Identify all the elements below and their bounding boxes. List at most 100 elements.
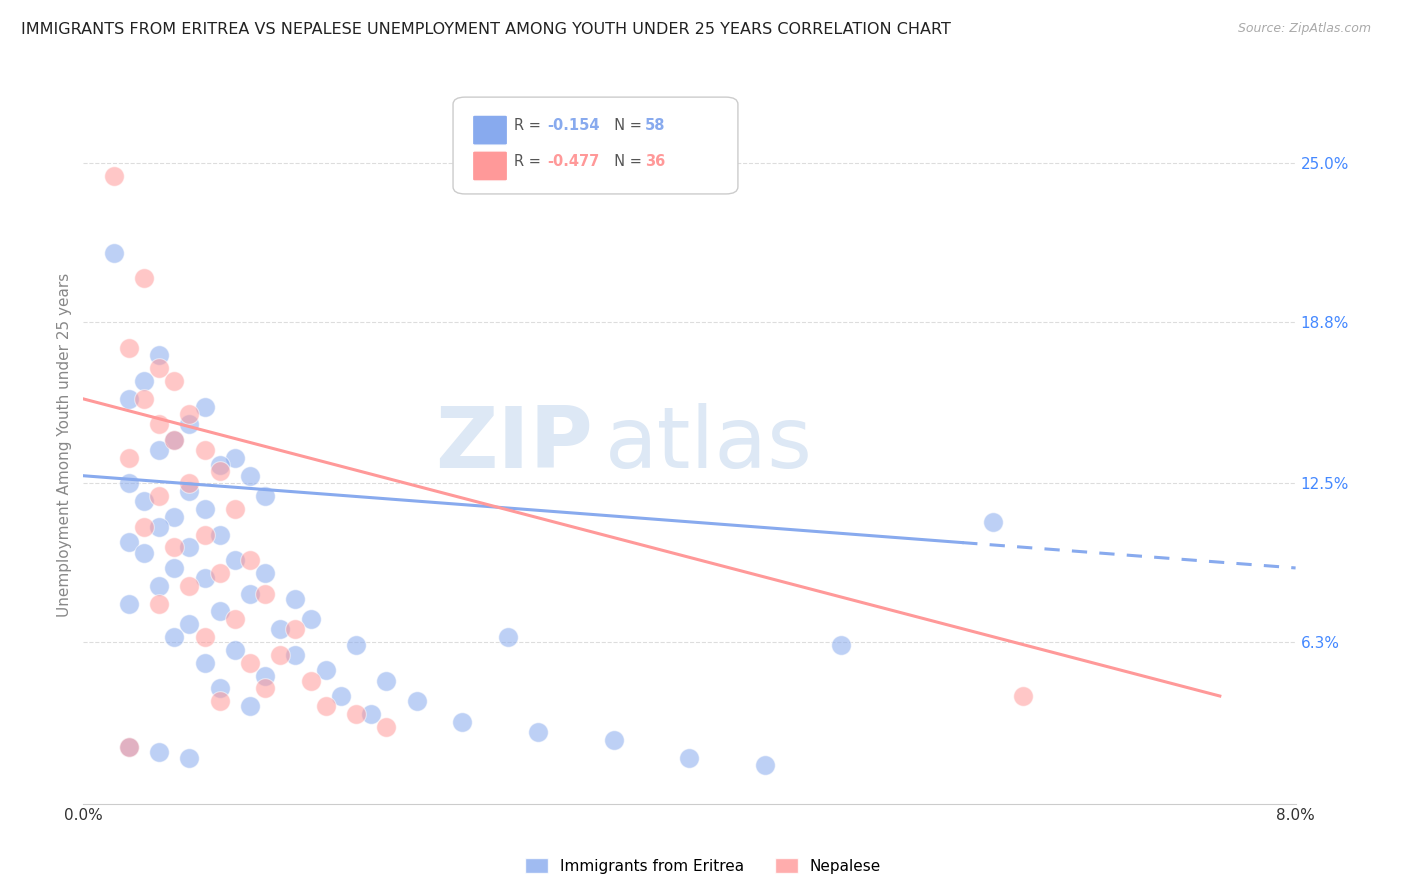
Point	[118, 341, 141, 355]
FancyBboxPatch shape	[472, 151, 508, 181]
Point	[224, 553, 246, 567]
Point	[254, 586, 277, 600]
Text: IMMIGRANTS FROM ERITREA VS NEPALESE UNEMPLOYMENT AMONG YOUTH UNDER 25 YEARS CORR: IMMIGRANTS FROM ERITREA VS NEPALESE UNEM…	[21, 22, 950, 37]
Point	[284, 648, 307, 662]
Point	[315, 699, 337, 714]
Point	[602, 732, 624, 747]
Point	[193, 630, 215, 644]
FancyBboxPatch shape	[472, 115, 508, 145]
Point	[193, 443, 215, 458]
Point	[269, 648, 291, 662]
Point	[193, 502, 215, 516]
Point	[375, 720, 398, 734]
Point	[360, 706, 382, 721]
Point	[118, 535, 141, 549]
Point	[193, 571, 215, 585]
Point	[239, 586, 262, 600]
Point	[103, 245, 125, 260]
Point	[163, 374, 186, 388]
Point	[224, 643, 246, 657]
Point	[254, 668, 277, 682]
Point	[344, 706, 367, 721]
Point	[163, 433, 186, 447]
Point	[179, 541, 201, 555]
Text: Source: ZipAtlas.com: Source: ZipAtlas.com	[1237, 22, 1371, 36]
Point	[830, 638, 852, 652]
Point	[148, 361, 170, 376]
Point	[239, 656, 262, 670]
Point	[132, 271, 155, 285]
Point	[103, 169, 125, 183]
Point	[179, 407, 201, 421]
Point	[163, 630, 186, 644]
Text: N =: N =	[605, 119, 647, 133]
Point	[981, 515, 1004, 529]
Point	[179, 484, 201, 499]
Point	[163, 509, 186, 524]
Point	[254, 489, 277, 503]
Text: 36: 36	[644, 154, 665, 169]
Point	[315, 664, 337, 678]
Point	[678, 750, 700, 764]
Text: R =: R =	[513, 119, 546, 133]
Point	[148, 520, 170, 534]
Point	[329, 689, 352, 703]
Point	[163, 541, 186, 555]
Point	[118, 450, 141, 465]
Point	[208, 566, 231, 580]
Point	[208, 527, 231, 541]
Point	[208, 458, 231, 473]
Text: -0.154: -0.154	[547, 119, 600, 133]
Point	[132, 545, 155, 559]
Point	[118, 597, 141, 611]
Text: atlas: atlas	[605, 403, 813, 486]
Point	[1011, 689, 1033, 703]
Point	[148, 417, 170, 432]
Point	[193, 400, 215, 414]
Point	[118, 392, 141, 406]
Point	[118, 740, 141, 755]
Point	[179, 617, 201, 632]
Point	[132, 374, 155, 388]
Text: R =: R =	[513, 154, 546, 169]
Point	[284, 623, 307, 637]
Point	[179, 476, 201, 491]
Point	[269, 623, 291, 637]
Point	[375, 673, 398, 688]
Point	[208, 694, 231, 708]
Text: -0.477: -0.477	[547, 154, 600, 169]
Text: ZIP: ZIP	[434, 403, 592, 486]
Point	[527, 725, 550, 739]
Point	[224, 450, 246, 465]
Y-axis label: Unemployment Among Youth under 25 years: Unemployment Among Youth under 25 years	[58, 273, 72, 617]
Point	[254, 681, 277, 696]
Text: 58: 58	[644, 119, 665, 133]
Point	[239, 699, 262, 714]
Point	[405, 694, 427, 708]
Point	[208, 464, 231, 478]
Point	[179, 750, 201, 764]
Legend: Immigrants from Eritrea, Nepalese: Immigrants from Eritrea, Nepalese	[519, 852, 887, 880]
Point	[299, 673, 322, 688]
Point	[179, 579, 201, 593]
Point	[118, 476, 141, 491]
Point	[132, 520, 155, 534]
Point	[208, 681, 231, 696]
Point	[148, 579, 170, 593]
Point	[163, 433, 186, 447]
Point	[148, 597, 170, 611]
Point	[148, 745, 170, 759]
Point	[148, 348, 170, 362]
Point	[224, 612, 246, 626]
Point	[284, 591, 307, 606]
Text: N =: N =	[605, 154, 647, 169]
Point	[132, 392, 155, 406]
Point	[754, 758, 776, 772]
Point	[118, 740, 141, 755]
Point	[179, 417, 201, 432]
Point	[224, 502, 246, 516]
Point	[451, 714, 474, 729]
Point	[193, 656, 215, 670]
Point	[208, 605, 231, 619]
Point	[193, 527, 215, 541]
